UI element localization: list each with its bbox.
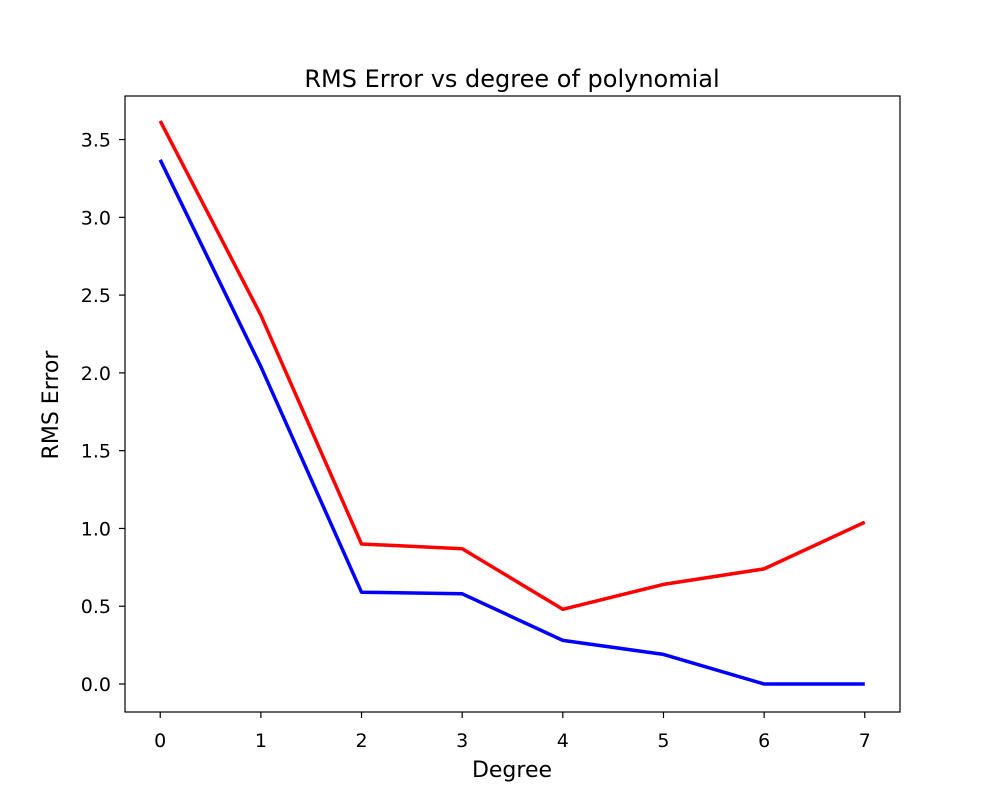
y-tick-label: 2.5	[81, 285, 111, 307]
x-tick-label: 0	[154, 730, 166, 752]
chart-title: RMS Error vs degree of polynomial	[304, 65, 719, 93]
y-tick-label: 0.0	[81, 674, 111, 696]
y-tick-label: 3.0	[81, 207, 111, 229]
plot-area	[124, 95, 901, 713]
y-tick-label: 2.0	[81, 363, 111, 385]
x-tick-label: 3	[456, 730, 468, 752]
x-tick-label: 5	[657, 730, 669, 752]
x-tick-label: 6	[758, 730, 770, 752]
y-tick-label: 3.5	[81, 130, 111, 152]
y-tick-label: 1.5	[81, 441, 111, 463]
y-axis-label: RMS Error	[39, 350, 64, 460]
x-tick-label: 4	[557, 730, 569, 752]
x-tick-label: 2	[355, 730, 367, 752]
x-tick-label: 7	[859, 730, 871, 752]
series-line-2	[158, 120, 866, 612]
x-tick-label: 1	[255, 730, 267, 752]
y-tick-label: 1.0	[81, 518, 111, 540]
x-axis-label: Degree	[472, 758, 552, 783]
series-line-1	[158, 159, 865, 686]
y-tick-label: 0.5	[81, 596, 111, 618]
